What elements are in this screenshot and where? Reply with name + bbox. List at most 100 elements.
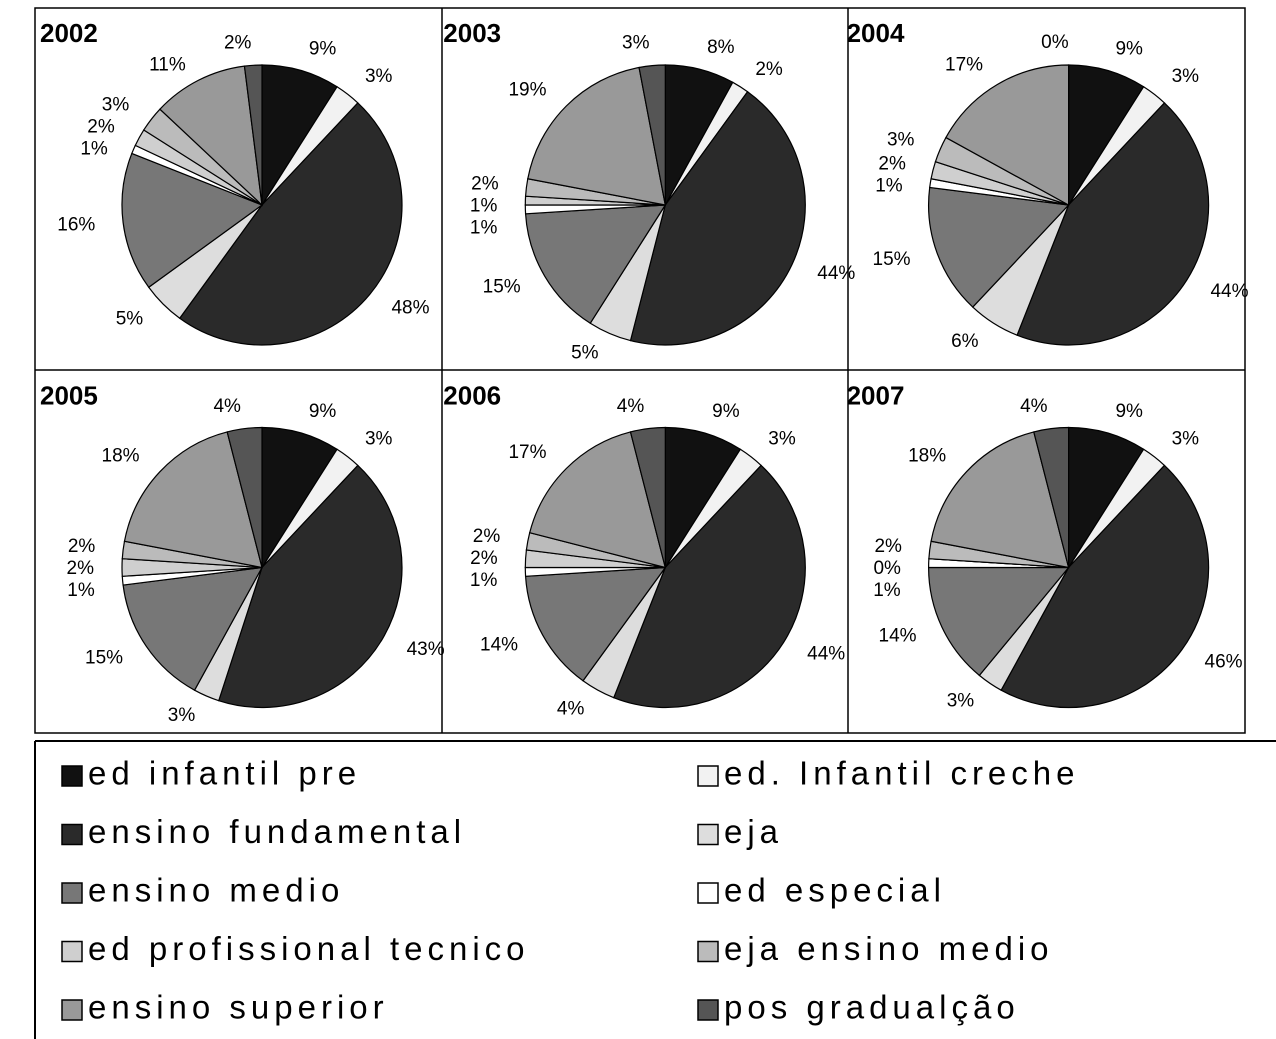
slice-label: 4% [617,396,645,417]
slice-label: 14% [879,625,917,646]
pie-slice [527,66,667,206]
pie-slice [1033,426,1070,568]
legend-swatch [697,999,719,1021]
slice-label: 5% [571,343,599,364]
slice-label: 11% [149,54,186,75]
slice-label: 19% [508,79,546,100]
slice-label: 17% [945,55,983,76]
slice-label: 44% [1210,281,1248,302]
pie-slice [159,65,263,207]
legend-swatch [61,882,83,904]
slice-label: 1% [875,176,903,197]
legend-label: ensino superior [88,989,389,1026]
slice-label: 1% [80,139,108,160]
slice-label: 3% [947,691,975,712]
legend-label: ensino medio [88,872,344,909]
slice-label: 2% [67,558,95,579]
chart-title: 2005 [40,380,98,410]
legend-swatch [61,765,83,787]
slice-label: 15% [483,276,521,297]
pie-slice [1000,464,1210,709]
slice-label: 9% [309,38,337,59]
slice-label: 4% [213,396,241,417]
slice-label: 44% [817,263,855,284]
legend-label: pos gradualção [724,989,1020,1026]
pie-slice [1068,64,1145,208]
slice-label: 44% [807,643,845,664]
pie-slice [945,64,1070,207]
pie-slice [629,90,806,346]
pie-slice [927,566,1070,677]
slice-label: 16% [57,214,95,235]
slice-label: 3% [1172,429,1200,450]
slice-label: 2% [755,59,783,80]
chart-title: 2003 [443,18,501,48]
slice-label: 46% [1205,652,1243,673]
slice-label: 1% [470,218,498,239]
legend-swatch [697,940,719,963]
slice-label: 0% [1041,32,1069,53]
pie-slice [217,464,403,709]
pie-slice [123,431,263,569]
pie-slice [243,64,263,206]
slice-label: 15% [85,648,123,669]
pie-slice [638,64,666,206]
pie-slice [226,426,263,568]
pie-slice [261,426,338,570]
slice-label: 4% [557,698,585,719]
legend-label: eja [724,813,783,850]
pie-slice [612,464,806,709]
legend-label: eja ensino medio [724,930,1054,967]
slice-label: 2% [470,548,498,569]
slice-label: 43% [407,639,445,660]
pie-slice [121,152,264,289]
slice-label: 3% [102,95,130,116]
slice-label: 3% [768,429,796,450]
slice-label: 2% [473,526,501,547]
slice-label: 3% [365,66,393,87]
chart-title: 2006 [443,380,501,410]
legend-label: ed profissional tecnico [88,930,530,967]
slice-label: 1% [67,580,95,601]
slice-label: 48% [391,297,429,318]
slice-label: 15% [873,249,911,270]
legend-swatch [697,765,719,787]
pie-slice [1016,102,1210,346]
legend-swatch [61,823,83,846]
legend-label: ed infantil pre [88,755,361,792]
legend-label: ensino fundamental [88,813,466,850]
chart-title: 2004 [847,18,905,48]
slice-label: 17% [508,442,546,463]
slice-label: 8% [707,37,735,58]
pie-slice [524,204,667,325]
slice-label: 18% [908,446,946,467]
slice-label: 9% [1115,38,1143,59]
slice-label: 14% [480,635,518,656]
pie-slice [122,566,264,691]
chart-title: 2002 [40,18,98,48]
pie-slice [930,431,1070,569]
legend-label: ed. Infantil creche [724,755,1080,792]
legend-swatch [61,999,83,1021]
slice-label: 4% [1020,396,1048,417]
slice-label: 3% [887,130,915,151]
pie-slice [261,64,338,208]
pie-slice [178,102,403,346]
slice-label: 3% [365,429,393,450]
slice-label: 2% [224,32,252,53]
legend-swatch [697,823,719,846]
slice-label: 9% [712,401,740,422]
slice-label: 2% [87,117,115,138]
slice-label: 2% [874,536,902,557]
slice-label: 3% [168,705,196,726]
slice-label: 9% [1115,401,1143,422]
legend-swatch [697,882,719,904]
slice-label: 2% [471,174,499,195]
slice-label: 2% [878,154,906,175]
legend-label: ed especial [724,872,946,909]
slice-label: 18% [102,446,140,467]
pie-slice [1068,426,1145,570]
slice-label: 1% [470,196,498,217]
chart-title: 2007 [847,380,905,410]
